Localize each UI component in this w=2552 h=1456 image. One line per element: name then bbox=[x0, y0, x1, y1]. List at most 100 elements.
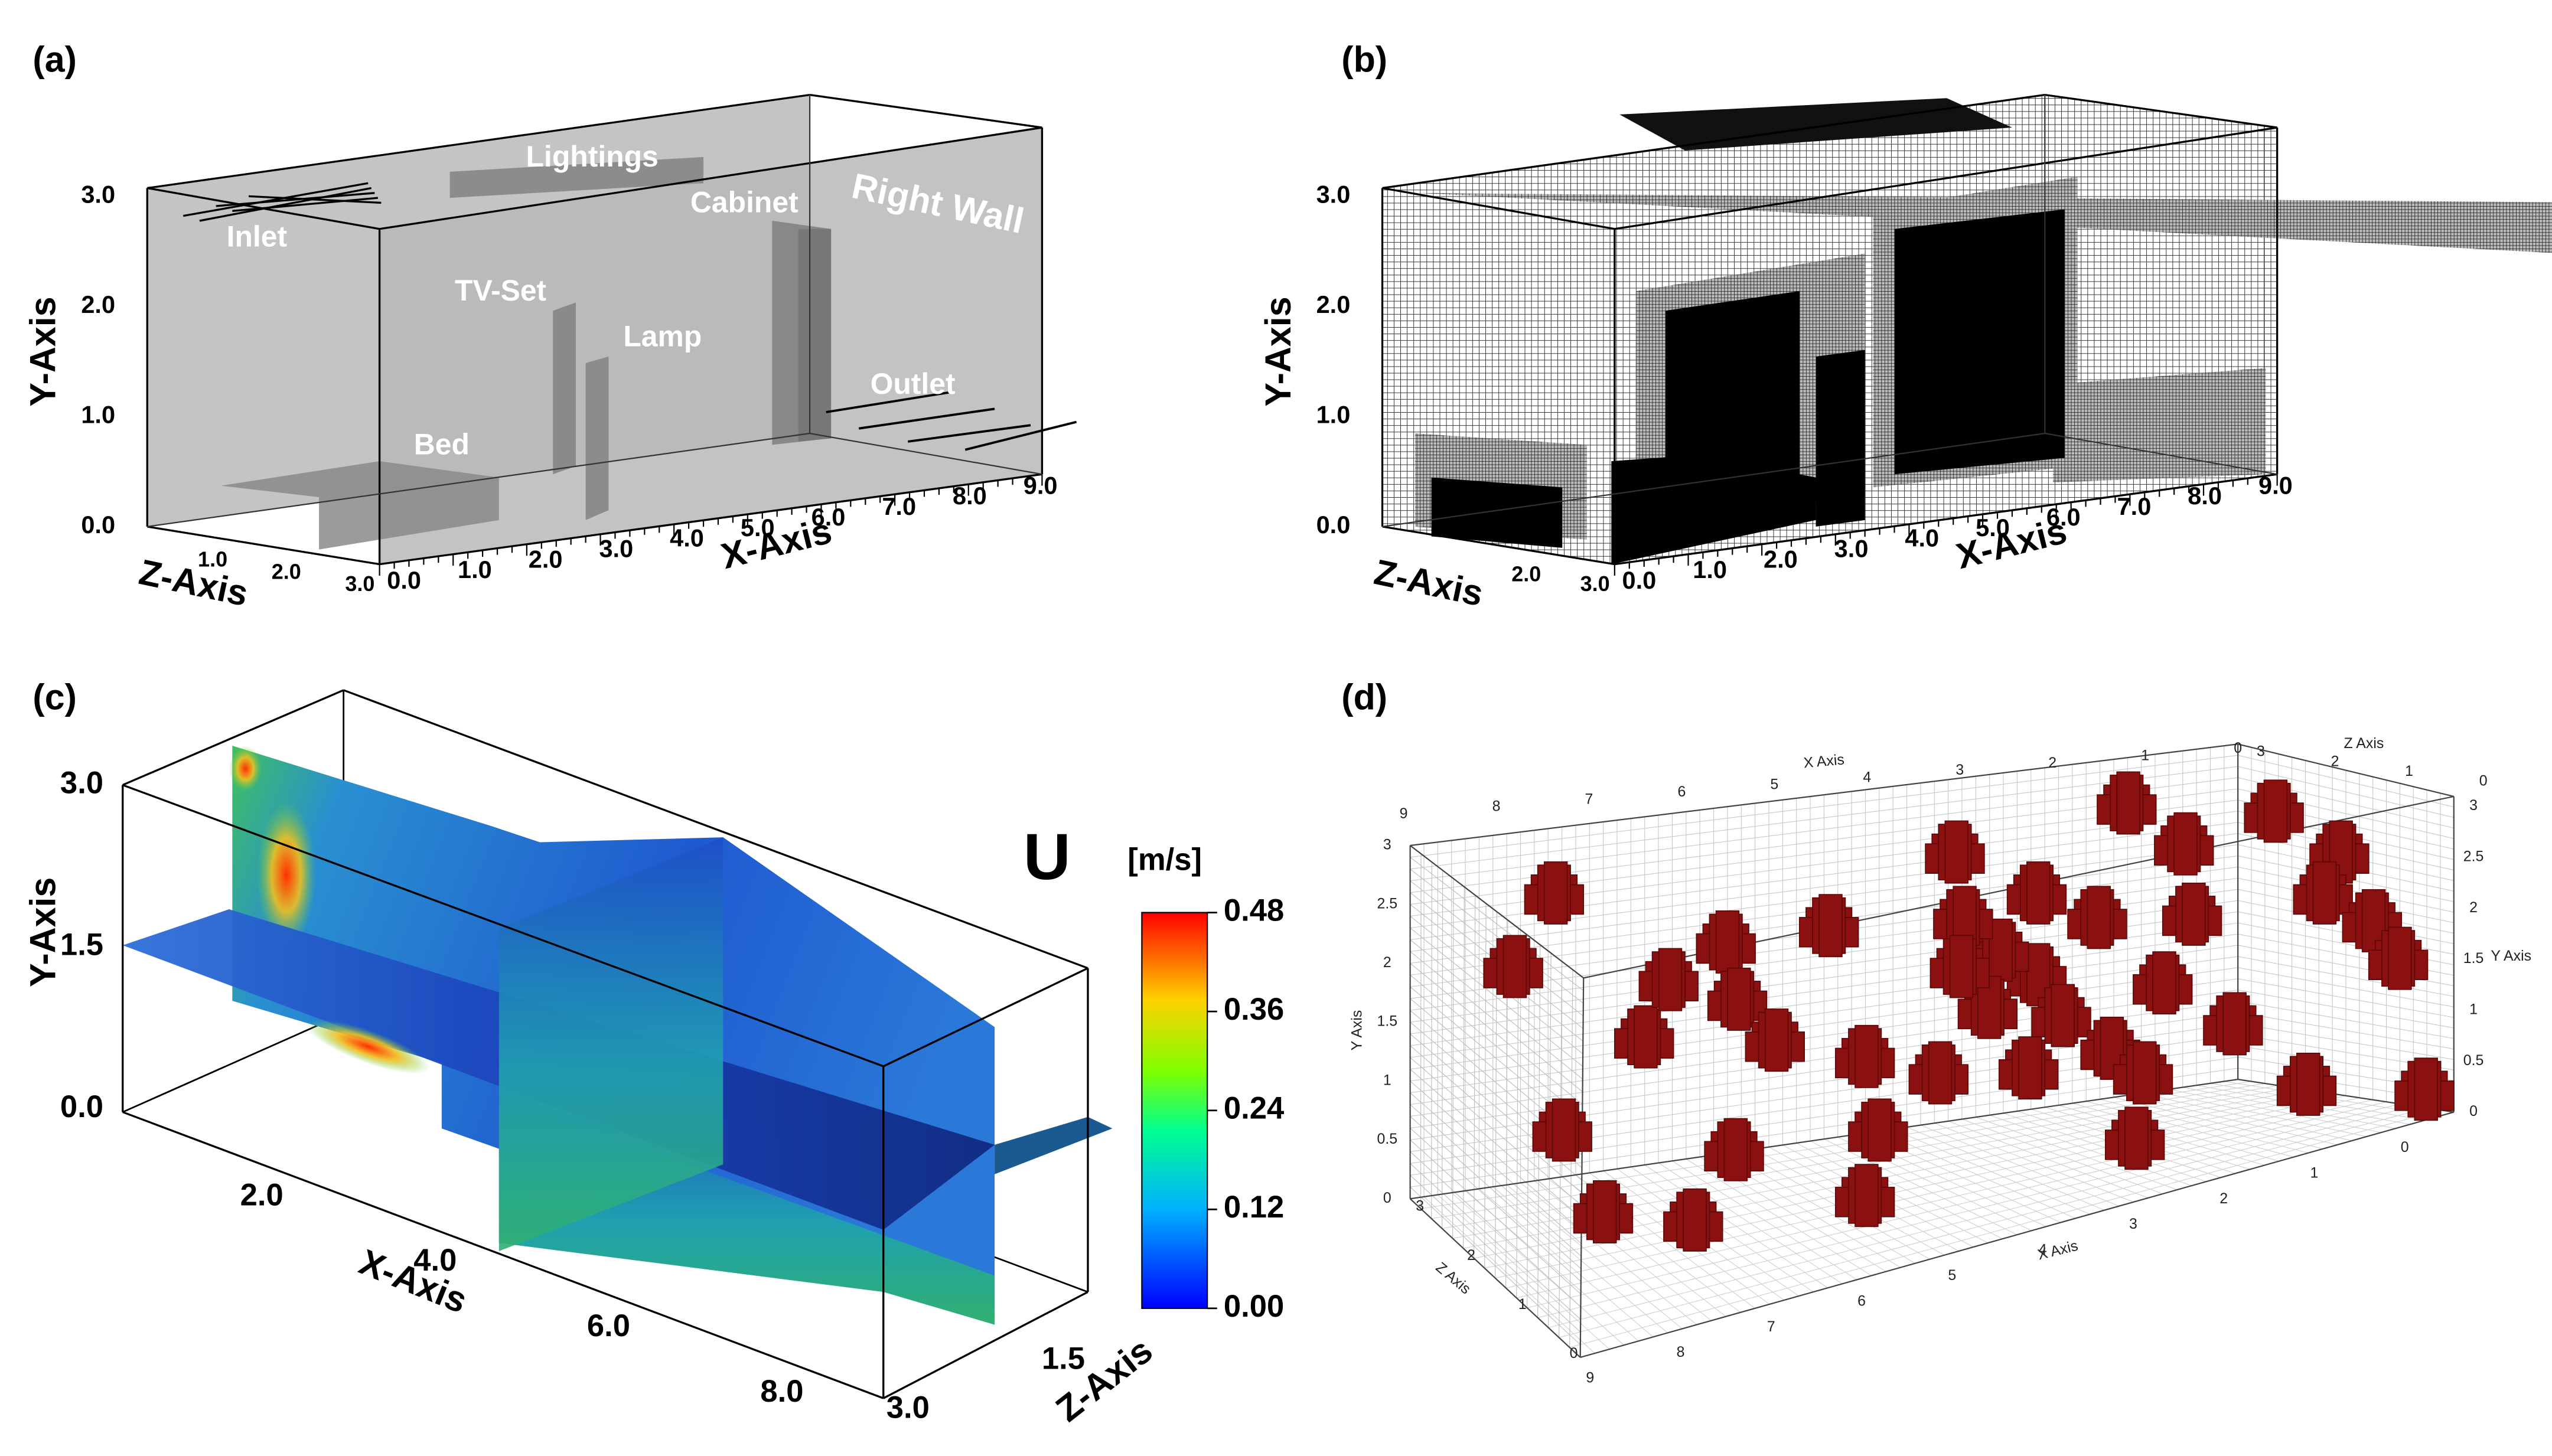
x-tick-label: 8.0 bbox=[760, 1374, 803, 1409]
box-edge-hidden bbox=[1382, 432, 2045, 527]
y-axis-title: Y Axis bbox=[1349, 1010, 1365, 1051]
x-tick-label: 8.0 bbox=[953, 482, 987, 510]
mesh-line bbox=[1410, 978, 2238, 1093]
particle-voxel bbox=[1552, 1098, 1576, 1162]
particle-voxel bbox=[1854, 1024, 1879, 1088]
bed bbox=[220, 461, 499, 550]
box-edge bbox=[122, 1111, 884, 1399]
z-tick-label: 2 bbox=[1467, 1247, 1475, 1264]
colorbar-unit: [m/s] bbox=[1127, 843, 1202, 877]
particle bbox=[2276, 1052, 2337, 1116]
particle-voxel bbox=[1543, 861, 1568, 925]
box-edge bbox=[2237, 743, 2455, 797]
x-tick-label: 4 bbox=[2039, 1242, 2047, 1258]
x-tick-label: 6 bbox=[1857, 1292, 1866, 1309]
y-tick-label: 0 bbox=[2469, 1103, 2478, 1119]
annotation: Lightings bbox=[526, 140, 659, 173]
y-tick-label: 2.5 bbox=[1377, 895, 1398, 912]
hotspot bbox=[229, 746, 262, 792]
mesh-line bbox=[2238, 967, 2454, 1007]
outlet-arrow bbox=[964, 420, 1077, 451]
particle-voxel bbox=[2296, 1052, 2320, 1116]
mesh-line bbox=[1410, 951, 1583, 1092]
mesh-line bbox=[1410, 956, 2238, 1070]
particle bbox=[1638, 948, 1699, 1011]
mesh-line bbox=[1410, 1045, 1582, 1193]
mesh-line bbox=[1559, 1108, 2427, 1338]
mesh-lamp bbox=[1816, 350, 1865, 527]
x-tick-label: 9 bbox=[1400, 805, 1408, 822]
y-axis-title: Y-Axis bbox=[1258, 296, 1298, 406]
colorbar-tick-label: 0.00 bbox=[1224, 1289, 1284, 1324]
x-tick-label: 7 bbox=[1767, 1318, 1775, 1335]
box-edge bbox=[1382, 525, 1615, 566]
particle bbox=[1834, 1024, 1895, 1088]
box-edge bbox=[147, 187, 380, 230]
mesh-refined bbox=[1619, 98, 2012, 151]
colorbar bbox=[1141, 912, 1208, 1309]
particle-voxel bbox=[1593, 1180, 1617, 1243]
y-tick-label: 2 bbox=[2469, 899, 2478, 916]
particle bbox=[1483, 935, 1543, 998]
particle-voxel bbox=[1723, 1118, 1748, 1181]
particle bbox=[2031, 984, 2091, 1047]
slice-transverse bbox=[498, 837, 723, 1251]
mesh-line bbox=[1410, 1128, 1582, 1282]
particle-voxel bbox=[1764, 1008, 1789, 1072]
particle bbox=[2203, 992, 2263, 1056]
particle bbox=[1663, 1188, 1723, 1252]
x-tick-label: 4.0 bbox=[413, 1243, 457, 1278]
panel-label: (c) bbox=[32, 677, 76, 717]
particle-voxel bbox=[2152, 951, 2176, 1015]
colorbar-tick-label: 0.36 bbox=[1224, 992, 1284, 1027]
mesh-line bbox=[1410, 1080, 1582, 1232]
y-tick-label: 2 bbox=[1383, 954, 1391, 971]
outlet-arrow bbox=[826, 391, 949, 413]
mesh-line bbox=[2238, 755, 2454, 808]
x-tick-label: 1 bbox=[2141, 747, 2149, 763]
x-tick-label: 4.0 bbox=[1905, 524, 1939, 552]
x-tick-label: 5 bbox=[1948, 1267, 1956, 1284]
mesh-line bbox=[1410, 967, 2238, 1082]
box-edge bbox=[1579, 978, 1585, 1357]
particle-voxel bbox=[2133, 1041, 2157, 1105]
x-tick-label: 6.0 bbox=[587, 1308, 630, 1343]
particle bbox=[1696, 910, 1756, 974]
panel-label: (a) bbox=[32, 39, 76, 79]
particle-voxel bbox=[2116, 771, 2140, 835]
particle-voxel bbox=[1727, 967, 1751, 1031]
particle bbox=[2133, 951, 2193, 1015]
z-tick-label: 1 bbox=[2405, 763, 2413, 779]
particle-voxel bbox=[1502, 935, 1527, 998]
particle-voxel bbox=[2222, 992, 2247, 1056]
z-tick-label: 1 bbox=[1518, 1296, 1527, 1313]
particle-voxel bbox=[2087, 886, 2111, 949]
box-edge bbox=[2045, 94, 2277, 129]
inlet-arrow bbox=[182, 182, 369, 217]
box-edge bbox=[1410, 743, 2238, 847]
mesh-line bbox=[1420, 1081, 2252, 1209]
x-tick-label: 9.0 bbox=[1024, 471, 1058, 499]
box-edge bbox=[122, 689, 344, 786]
particle-voxel bbox=[2124, 1106, 2149, 1170]
x-axis-title: X Axis bbox=[1803, 751, 1845, 771]
x-tick-label: 2.0 bbox=[240, 1177, 283, 1212]
x-tick-label: 5.0 bbox=[741, 514, 775, 541]
y-axis-title: Y-Axis bbox=[23, 296, 63, 406]
mesh-line bbox=[1495, 1095, 2346, 1279]
x-axis-title: X-Axis bbox=[1953, 510, 2071, 576]
colorbar-symbol: U bbox=[1024, 821, 1071, 893]
x-tick-label: 4.0 bbox=[670, 524, 704, 552]
z-axis-title: Z-Axis bbox=[136, 551, 252, 613]
x-tick-label: 2 bbox=[2048, 755, 2056, 771]
mesh-line bbox=[1410, 963, 1583, 1105]
hotspot bbox=[306, 1019, 430, 1074]
particle bbox=[2244, 779, 2304, 843]
particle bbox=[2104, 1106, 2165, 1170]
mesh-line bbox=[1537, 1104, 2400, 1318]
mesh-line bbox=[2238, 1001, 2454, 1039]
x-axis-title: X-Axis bbox=[717, 510, 835, 576]
z-axis-title: Z Axis bbox=[2344, 735, 2384, 752]
y-tick-label: 1.0 bbox=[81, 400, 115, 428]
